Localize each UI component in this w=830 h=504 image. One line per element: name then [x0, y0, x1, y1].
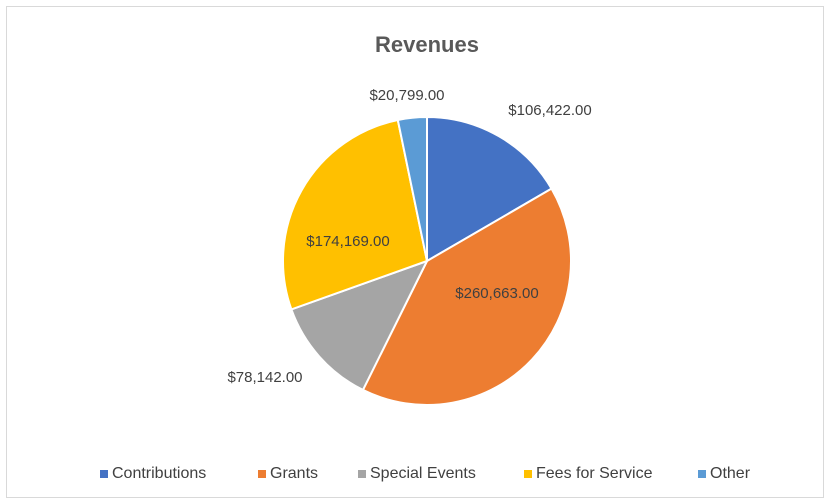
- data-label: $260,663.00: [455, 285, 538, 302]
- data-label: $174,169.00: [306, 233, 389, 250]
- legend-label: Contributions: [112, 465, 206, 482]
- pie-slice: [290, 259, 429, 392]
- legend-swatch: [358, 470, 366, 478]
- legend-label: Grants: [270, 465, 318, 482]
- data-label: $78,142.00: [227, 369, 302, 386]
- legend-swatch: [100, 470, 108, 478]
- legend-swatch: [524, 470, 532, 478]
- legend-label: Other: [710, 465, 751, 482]
- pie-slice: [361, 187, 572, 406]
- legend-swatch: [258, 470, 266, 478]
- pie-slice: [282, 118, 429, 311]
- legend-label: Special Events: [370, 465, 476, 482]
- chart-title: Revenues: [375, 32, 479, 57]
- data-label: $106,422.00: [508, 102, 591, 119]
- data-label: $20,799.00: [369, 87, 444, 104]
- pie-slice: [426, 115, 553, 263]
- pie-slice: [396, 115, 428, 262]
- legend-swatch: [698, 470, 706, 478]
- legend-label: Fees for Service: [536, 465, 653, 482]
